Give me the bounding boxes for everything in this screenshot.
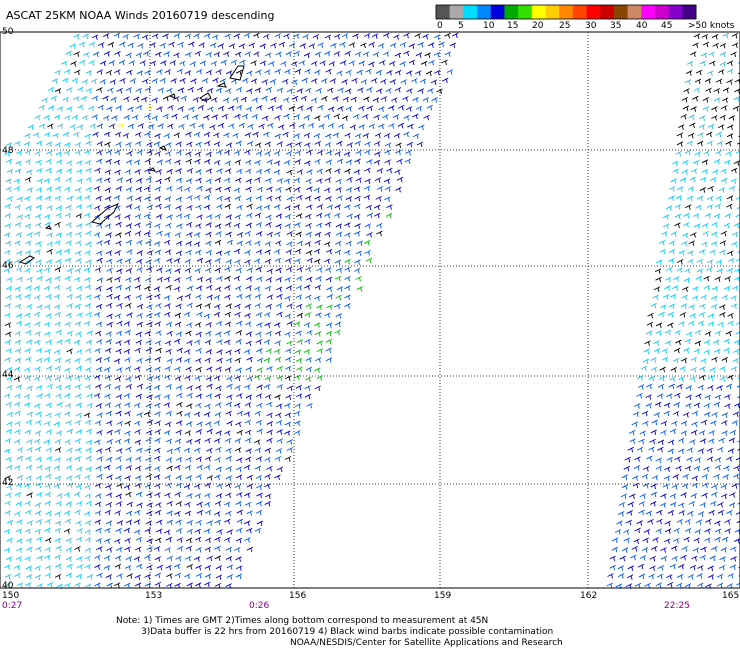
lon-label: 153	[145, 591, 163, 601]
note-line-2: 3)Data buffer is 22 hrs from 20160719 4)…	[141, 627, 554, 637]
map-background	[0, 32, 740, 588]
legend-swatch	[449, 5, 464, 19]
legend-swatch	[682, 5, 697, 19]
legend-tick-label: 35	[610, 21, 622, 31]
lon-label: 162	[580, 591, 598, 601]
time-label: 0:26	[249, 601, 270, 611]
legend-swatch	[668, 5, 683, 19]
legend-swatch	[477, 5, 492, 19]
map-frame	[0, 31, 740, 589]
legend-tick-label: 15	[507, 21, 519, 31]
lon-label: 159	[434, 591, 452, 601]
legend-swatch	[586, 5, 601, 19]
legend-tick-label: >50 knots	[688, 21, 735, 31]
map-title: ASCAT 25KM NOAA Winds 20160719 descendin…	[6, 9, 275, 22]
legend-swatch	[572, 5, 588, 19]
legend-swatch	[627, 5, 642, 19]
color-legend	[435, 4, 697, 20]
legend-tick-label: 40	[636, 21, 648, 31]
legend-tick-label: 45	[661, 21, 673, 31]
legend-tick-label: 20	[532, 21, 544, 31]
note-line-3: NOAA/NESDIS/Center for Satellite Applica…	[290, 638, 563, 648]
legend-swatch	[559, 5, 574, 19]
lon-label: 150	[2, 591, 20, 601]
legend-swatch	[600, 5, 615, 19]
lat-label: 44	[2, 370, 14, 380]
legend-swatch	[436, 5, 451, 19]
legend-swatch	[531, 5, 546, 19]
legend-tick-label: 25	[559, 21, 571, 31]
note-line-1: Note: 1) Times are GMT 2)Times along bot…	[116, 616, 489, 626]
lat-label: 48	[2, 146, 14, 156]
legend-swatch	[463, 5, 478, 19]
legend-tick-label: 5	[458, 21, 464, 31]
legend-tick-label: 10	[483, 21, 495, 31]
lat-label: 50	[2, 27, 14, 37]
lat-label: 40	[2, 581, 14, 591]
lon-label: 156	[289, 591, 307, 601]
lat-label: 46	[2, 261, 14, 271]
legend-swatch	[490, 5, 505, 19]
legend-swatch	[641, 5, 656, 19]
time-label: 22:25	[664, 601, 690, 611]
legend-swatch	[545, 5, 560, 19]
legend-swatch	[504, 5, 519, 19]
legend-tick-label: 30	[585, 21, 597, 31]
time-label: 0:27	[2, 601, 23, 611]
wind-barb-swaths	[3, 32, 740, 590]
legend-swatch	[654, 5, 670, 19]
lat-lon-grid	[0, 32, 740, 588]
lat-label: 42	[2, 478, 14, 488]
kuril-islands	[18, 65, 245, 265]
legend-swatch	[518, 5, 533, 19]
legend-swatch	[613, 5, 629, 19]
lon-label: 165	[722, 591, 740, 601]
legend-tick-label: 0	[437, 21, 443, 31]
